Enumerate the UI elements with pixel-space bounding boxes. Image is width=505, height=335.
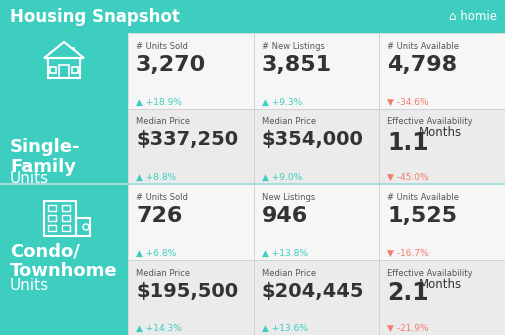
Text: # Units Sold: # Units Sold: [136, 42, 188, 51]
Text: New Listings: New Listings: [262, 193, 315, 202]
Bar: [128, 33, 254, 109]
Text: ▲ +6.8%: ▲ +6.8%: [136, 249, 176, 258]
Bar: [72, 67, 78, 73]
Bar: [62, 225, 70, 231]
Bar: [379, 33, 505, 109]
Bar: [379, 184, 505, 260]
Text: Median Price: Median Price: [262, 268, 316, 277]
Polygon shape: [44, 42, 84, 58]
Bar: [128, 184, 254, 260]
Bar: [254, 184, 379, 260]
Text: Months: Months: [419, 277, 462, 290]
Bar: [254, 260, 379, 335]
Text: ▲ +14.3%: ▲ +14.3%: [136, 324, 182, 333]
Text: Single-
Family: Single- Family: [10, 138, 80, 176]
Text: Housing Snapshot: Housing Snapshot: [10, 7, 180, 25]
Text: $195,500: $195,500: [136, 281, 238, 300]
Text: ⌂ homie: ⌂ homie: [449, 10, 497, 23]
Text: Effective Availability: Effective Availability: [387, 268, 473, 277]
Text: 4,798: 4,798: [387, 55, 458, 75]
Bar: [59, 65, 69, 78]
Text: ▼ -21.9%: ▼ -21.9%: [387, 324, 429, 333]
Bar: [254, 33, 379, 109]
Text: 1.1: 1.1: [387, 131, 429, 154]
Text: # Units Sold: # Units Sold: [136, 193, 188, 202]
Text: Units: Units: [10, 171, 49, 186]
Text: # Units Available: # Units Available: [387, 193, 460, 202]
Text: 946: 946: [262, 206, 308, 226]
Bar: [48, 215, 56, 221]
Text: # Units Available: # Units Available: [387, 42, 460, 51]
Text: Effective Availability: Effective Availability: [387, 118, 473, 127]
Bar: [254, 260, 379, 335]
Text: 1,525: 1,525: [387, 206, 458, 226]
Bar: [62, 205, 70, 211]
Bar: [128, 184, 254, 260]
Text: 726: 726: [136, 206, 182, 226]
Bar: [0, 183, 505, 185]
Bar: [0, 33, 128, 184]
Text: ▲ +13.8%: ▲ +13.8%: [262, 249, 308, 258]
Bar: [128, 260, 254, 335]
Bar: [254, 109, 379, 184]
Bar: [128, 109, 254, 184]
Text: # New Listings: # New Listings: [262, 42, 325, 51]
Bar: [128, 260, 254, 335]
Bar: [70, 48, 74, 55]
Bar: [44, 201, 76, 236]
Text: $354,000: $354,000: [262, 131, 364, 149]
Bar: [379, 184, 505, 260]
Text: Median Price: Median Price: [136, 268, 190, 277]
Text: ▼ -34.6%: ▼ -34.6%: [387, 97, 429, 107]
Text: Condo/
Townhome: Condo/ Townhome: [10, 242, 118, 280]
Text: Months: Months: [419, 127, 462, 139]
Bar: [379, 109, 505, 184]
Bar: [48, 225, 56, 231]
Bar: [50, 67, 56, 73]
Text: ▼ -45.0%: ▼ -45.0%: [387, 173, 429, 182]
Bar: [0, 0, 505, 33]
Text: ▲ +9.3%: ▲ +9.3%: [262, 97, 302, 107]
Text: 3,270: 3,270: [136, 55, 206, 75]
Bar: [48, 205, 56, 211]
Text: $204,445: $204,445: [262, 281, 364, 300]
Text: ▲ +9.0%: ▲ +9.0%: [262, 173, 302, 182]
Text: $337,250: $337,250: [136, 131, 238, 149]
Bar: [379, 33, 505, 109]
Text: 3,851: 3,851: [262, 55, 332, 75]
Text: ▲ +18.9%: ▲ +18.9%: [136, 97, 182, 107]
Text: ▲ +8.8%: ▲ +8.8%: [136, 173, 176, 182]
Bar: [76, 218, 90, 236]
Text: 2.1: 2.1: [387, 281, 429, 306]
Bar: [379, 260, 505, 335]
Bar: [62, 215, 70, 221]
Bar: [379, 109, 505, 184]
Text: ▲ +13.6%: ▲ +13.6%: [262, 324, 308, 333]
Bar: [254, 109, 379, 184]
Bar: [254, 184, 379, 260]
Bar: [254, 33, 379, 109]
Bar: [128, 33, 254, 109]
Text: Median Price: Median Price: [262, 118, 316, 127]
Text: Median Price: Median Price: [136, 118, 190, 127]
Bar: [48, 58, 80, 78]
Bar: [128, 109, 254, 184]
Bar: [0, 184, 128, 335]
Text: ▼ -16.7%: ▼ -16.7%: [387, 249, 429, 258]
Bar: [379, 260, 505, 335]
Text: Units: Units: [10, 278, 49, 293]
